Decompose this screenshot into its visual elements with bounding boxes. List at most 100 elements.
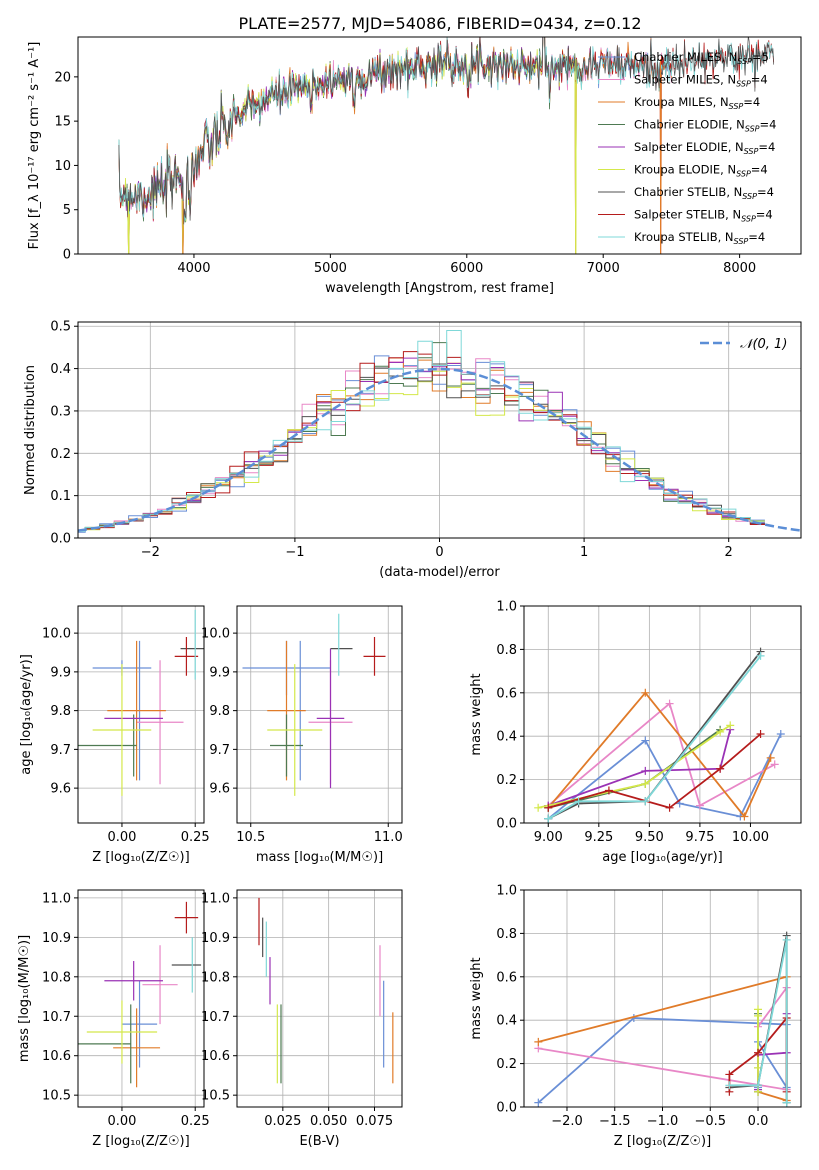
axes-spectrum: 4000 5000 6000 7000 8000 0 5 10 15 20 wavelength [… — [27, 42, 756, 296]
legend-ssp-subscript: SSP — [744, 147, 759, 156]
y-tick-label: 0.0 — [496, 817, 517, 832]
legend-ssp-subscript: SSP — [736, 80, 751, 89]
weight-marker-salpeter-stelib — [604, 786, 613, 795]
legend-nssp-value: =4 — [760, 118, 777, 132]
x-tick-label: 0.00 — [107, 1114, 136, 1129]
weight-marker-kroupa-elodie — [716, 727, 725, 736]
legend-label-kroupa-miles: Kroupa MILES, NSSP=4 — [634, 95, 760, 111]
figure-title: PLATE=2577, MJD=54086, FIBERID=0434, z=0… — [238, 14, 641, 33]
weight-marker-salpeter-stelib — [665, 803, 674, 812]
weight-vs-Z-frame — [523, 889, 802, 1108]
weight-marker-kroupa-elodie — [726, 721, 735, 730]
y-tick-label: 9.9 — [209, 665, 230, 680]
legend-ssp-subscript: SSP — [736, 170, 751, 179]
axes-mass-vs-Z: 0.00 0.25 10.5 10.6 10.7 10.8 10.9 11.0 Z [log₁₀… — [17, 890, 210, 1149]
errorbars-mass-vs-EBV — [258, 897, 394, 1084]
weight-marker-kroupa-elodie — [534, 803, 543, 812]
y-tick-label: 0.2 — [496, 773, 517, 788]
x-tick-label: 9.75 — [685, 830, 714, 845]
y-tick-label: 10.5 — [42, 1089, 71, 1104]
x-tick-label: 0 — [435, 545, 443, 560]
x-tick-label: 0.25 — [181, 1114, 210, 1129]
x-tick-label: −1.0 — [647, 1114, 679, 1129]
weight-marker-salpeter-stelib — [725, 1070, 734, 1079]
y-tick-label: 1.0 — [496, 884, 517, 899]
histogram-kroupa-stelib — [78, 330, 765, 532]
y-tick-label: 10.8 — [42, 970, 71, 985]
weight-line-chabrier-stelib — [547, 651, 762, 820]
x-axis-label: Z [log₁₀(Z/Z☉)] — [614, 1134, 711, 1149]
x-tick-label: 4000 — [177, 261, 210, 276]
x-tick-label: 0.025 — [264, 1114, 301, 1129]
weight-marker-chabrier-miles — [534, 1098, 543, 1107]
axes-residuals: −2 −1 0 1 2 0.0 0.1 0.2 0.3 0.4 0.5 (data-model)/er… — [23, 320, 801, 580]
y-tick-label: 0.4 — [50, 362, 71, 377]
weight-marker-kroupa-miles — [740, 812, 749, 821]
residuals-frame — [77, 321, 802, 539]
axes-age-vs-Z: 0.00 0.25 9.6 9.7 9.8 9.9 10.0 Z [log₁₀(Z/Z☉)] a… — [19, 606, 210, 865]
y-tick-label: 10 — [54, 159, 71, 174]
legend-label-normal: 𝒩(0, 1) — [740, 337, 787, 352]
weight-line-salpeter-elodie — [547, 729, 732, 807]
y-tick-label: 1.0 — [496, 600, 517, 615]
y-tick-label: 0.3 — [50, 404, 71, 419]
legend-ssp-subscript: SSP — [737, 57, 752, 66]
x-tick-label: 8000 — [723, 261, 756, 276]
x-axis-label: Z [log₁₀(Z/Z☉)] — [92, 850, 189, 865]
legend-nssp-value: =4 — [751, 163, 768, 177]
y-tick-label: 10.9 — [42, 931, 71, 946]
y-tick-label: 0.2 — [496, 1057, 517, 1072]
weight-line-kroupa-miles — [547, 691, 772, 819]
x-tick-label: 0.00 — [107, 830, 136, 845]
x-tick-label: 1 — [580, 545, 588, 560]
weight-marker-kroupa-miles — [534, 1037, 543, 1046]
weight-marker-kroupa-miles — [766, 753, 775, 762]
weight-marker-kroupa-stelib — [574, 797, 583, 806]
y-tick-label: 0 — [63, 248, 71, 263]
y-tick-label: 0.8 — [496, 643, 517, 658]
x-axis-label: Z [log₁₀(Z/Z☉)] — [92, 1134, 189, 1149]
y-tick-label: 10.8 — [201, 970, 230, 985]
x-tick-label: 9.50 — [635, 830, 664, 845]
weight-marker-kroupa-stelib — [754, 1081, 763, 1090]
legend-label-salpeter-stelib: Salpeter STELIB, NSSP=4 — [634, 208, 773, 224]
x-tick-label: 9.00 — [534, 830, 563, 845]
y-tick-label: 9.6 — [209, 782, 230, 797]
weight-line-kroupa-elodie — [538, 724, 731, 809]
spectrum-legend: Chabrier MILES, NSSP=5 Salpeter MILES, NS… — [598, 50, 776, 246]
y-axis-label: Flux [f_λ 10⁻¹⁷ erg cm⁻² s⁻¹ A⁻¹] — [27, 42, 42, 250]
y-axis-label: Normed distribution — [23, 365, 38, 495]
legend-ssp-subscript: SSP — [745, 125, 760, 134]
y-tick-label: 0.0 — [50, 532, 71, 547]
legend-label-salpeter-miles: Salpeter MILES, NSSP=4 — [634, 73, 768, 89]
y-axis-label: mass [log₁₀(M/M☉)] — [17, 935, 32, 1062]
y-tick-label: 0.1 — [50, 489, 71, 504]
x-tick-label: 10.00 — [732, 830, 769, 845]
y-tick-label: 5 — [63, 203, 71, 218]
legend-nssp-value: =5 — [752, 50, 769, 64]
weight-marker-kroupa-elodie — [754, 1005, 763, 1014]
axes-weight-vs-age: 9.00 9.25 9.50 9.75 10.00 0.0 0.2 0.4 0.6 0.8 1.0 a… — [469, 600, 801, 865]
weight-marker-salpeter-elodie — [641, 766, 650, 775]
x-tick-label: 2 — [725, 545, 733, 560]
weight-marker-salpeter-miles — [695, 801, 704, 810]
x-tick-label: 5000 — [314, 261, 347, 276]
y-tick-label: 11.0 — [42, 891, 71, 906]
y-tick-label: 20 — [54, 70, 71, 85]
legend-nssp-value: =4 — [743, 95, 760, 109]
weight-marker-kroupa-miles — [641, 688, 650, 697]
legend-label-chabrier-stelib: Chabrier STELIB, NSSP=4 — [634, 185, 774, 201]
weight-marker-salpeter-stelib — [754, 1048, 763, 1057]
y-tick-label: 11.0 — [201, 891, 230, 906]
spectrum-lines — [118, 37, 775, 254]
y-tick-label: 10.7 — [42, 1010, 71, 1025]
x-tick-label: −2.0 — [551, 1114, 583, 1129]
errorbars-mass-vs-Z — [78, 901, 202, 1088]
weight-vs-age-frame — [523, 605, 802, 824]
weight-marker-kroupa-stelib — [782, 1098, 791, 1107]
legend-label-chabrier-elodie: Chabrier ELODIE, NSSP=4 — [634, 118, 776, 134]
x-axis-label: mass [log₁₀(M/M☉)] — [256, 850, 383, 865]
weight-marker-salpeter-stelib — [544, 803, 553, 812]
legend-label-salpeter-elodie: Salpeter ELODIE, NSSP=4 — [634, 140, 775, 156]
